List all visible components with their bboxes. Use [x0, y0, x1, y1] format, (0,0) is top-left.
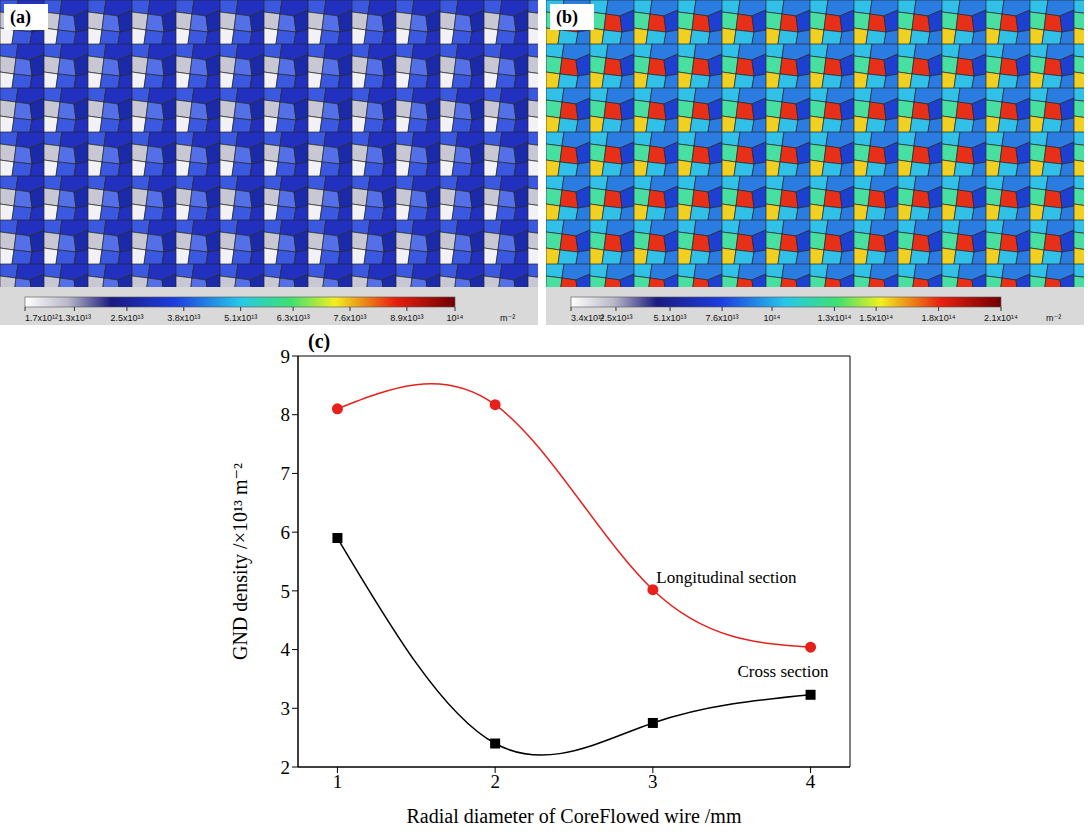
svg-text:2: 2	[281, 757, 291, 778]
svg-text:1.7x10¹²: 1.7x10¹²	[25, 313, 58, 323]
svg-text:6: 6	[281, 522, 291, 543]
svg-text:3.8x10¹³: 3.8x10¹³	[167, 313, 200, 323]
svg-text:Radial diameter of CoreFlowed: Radial diameter of CoreFlowed wire /mm	[407, 805, 742, 827]
svg-text:5.1x10¹³: 5.1x10¹³	[654, 313, 687, 323]
svg-text:8: 8	[281, 404, 291, 425]
svg-text:3.4x10¹²: 3.4x10¹²	[571, 313, 604, 323]
svg-text:6.3x10¹³: 6.3x10¹³	[277, 313, 310, 323]
svg-text:2.5x10¹³: 2.5x10¹³	[599, 313, 632, 323]
svg-text:4: 4	[806, 771, 816, 792]
svg-text:1.5x10¹⁴: 1.5x10¹⁴	[859, 313, 893, 323]
svg-text:2.5x10¹³: 2.5x10¹³	[110, 313, 143, 323]
svg-text:Longitudinal section: Longitudinal section	[656, 568, 797, 587]
svg-text:1.8x10¹⁴: 1.8x10¹⁴	[922, 313, 956, 323]
svg-text:9: 9	[281, 346, 291, 367]
svg-text:4: 4	[281, 639, 291, 660]
svg-text:3: 3	[281, 698, 291, 719]
svg-text:10¹⁴: 10¹⁴	[447, 313, 464, 323]
svg-text:(a): (a)	[10, 7, 31, 28]
svg-text:GND density /×10¹³ m⁻²: GND density /×10¹³ m⁻²	[229, 463, 252, 660]
svg-text:m⁻²: m⁻²	[1046, 313, 1061, 323]
svg-text:5.1x10¹³: 5.1x10¹³	[224, 313, 257, 323]
svg-text:2: 2	[490, 771, 500, 792]
svg-text:7: 7	[281, 463, 291, 484]
svg-text:3: 3	[648, 771, 658, 792]
svg-text:(b): (b)	[556, 7, 578, 28]
svg-text:2.1x10¹⁴: 2.1x10¹⁴	[984, 313, 1018, 323]
svg-text:7.6x10¹³: 7.6x10¹³	[333, 313, 366, 323]
svg-text:1.3x10¹⁴: 1.3x10¹⁴	[818, 313, 852, 323]
html-text:(c): (c)	[308, 330, 331, 352]
svg-text:Cross section: Cross section	[737, 662, 829, 681]
svg-text:m⁻²: m⁻²	[500, 313, 515, 323]
svg-text:8.9x10¹³: 8.9x10¹³	[390, 313, 423, 323]
svg-text:10¹⁴: 10¹⁴	[764, 313, 781, 323]
svg-text:7.6x10¹³: 7.6x10¹³	[706, 313, 739, 323]
svg-text:5: 5	[281, 581, 291, 602]
svg-text:1: 1	[333, 771, 343, 792]
svg-text:1.3x10¹³: 1.3x10¹³	[58, 313, 91, 323]
